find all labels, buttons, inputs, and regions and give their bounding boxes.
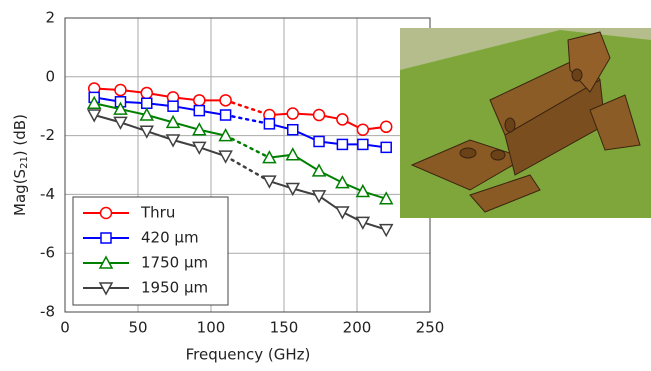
legend-label: 1950 µm xyxy=(141,279,208,297)
marker xyxy=(381,121,392,132)
y-tick-label: -4 xyxy=(40,185,55,203)
marker xyxy=(358,139,368,149)
marker xyxy=(337,139,347,149)
marker xyxy=(337,114,348,125)
x-tick-label: 250 xyxy=(416,319,445,337)
marker xyxy=(221,110,231,120)
marker xyxy=(194,106,204,116)
y-tick-label: 0 xyxy=(45,67,55,85)
x-tick-label: 100 xyxy=(197,319,226,337)
marker xyxy=(141,87,152,98)
legend-label: 1750 µm xyxy=(141,254,208,272)
y-tick-label: -8 xyxy=(40,303,55,321)
marker xyxy=(220,95,231,106)
inset-render xyxy=(400,28,651,218)
marker xyxy=(194,95,205,106)
marker xyxy=(314,136,324,146)
x-tick-label: 0 xyxy=(60,319,70,337)
marker xyxy=(314,110,325,121)
chart: Frequency (GHz) Mag(S21) (dB) -8 -6 -4 -2 0 2… xyxy=(0,0,651,367)
marker xyxy=(264,119,274,129)
inset-hole xyxy=(460,148,476,158)
y-label-part: Mag(S xyxy=(11,169,29,216)
plot-area: -8 -6 -4 -2 0 2 0 50 100 150 200 250 Thru 420 µm 1750 … xyxy=(40,9,444,337)
marker xyxy=(381,142,391,152)
inset-hole xyxy=(572,69,582,81)
marker xyxy=(168,101,178,111)
marker xyxy=(287,108,298,119)
marker xyxy=(357,124,368,135)
y-tick-label: 2 xyxy=(45,9,55,27)
marker xyxy=(142,98,152,108)
legend-label: Thru xyxy=(140,204,175,222)
y-tick-label: -2 xyxy=(40,126,55,144)
marker xyxy=(115,85,126,96)
y-label-part: ) (dB) xyxy=(11,114,29,156)
y-tick-label: -6 xyxy=(40,244,55,262)
x-tick-label: 150 xyxy=(270,319,299,337)
y-axis-label: Mag(S21) (dB) xyxy=(11,114,31,216)
legend-label: 420 µm xyxy=(141,229,199,247)
x-axis-label: Frequency (GHz) xyxy=(186,346,311,364)
x-tick-label: 50 xyxy=(128,319,147,337)
legend-marker xyxy=(101,233,111,243)
x-tick-label: 200 xyxy=(343,319,372,337)
marker xyxy=(288,125,298,135)
inset-hole xyxy=(505,118,515,132)
y-label-sub: 21 xyxy=(19,156,30,169)
legend-marker xyxy=(101,208,112,219)
page: {"chart_data": {"type": "line", "x_label… xyxy=(0,0,651,367)
inset-hole xyxy=(491,150,505,160)
